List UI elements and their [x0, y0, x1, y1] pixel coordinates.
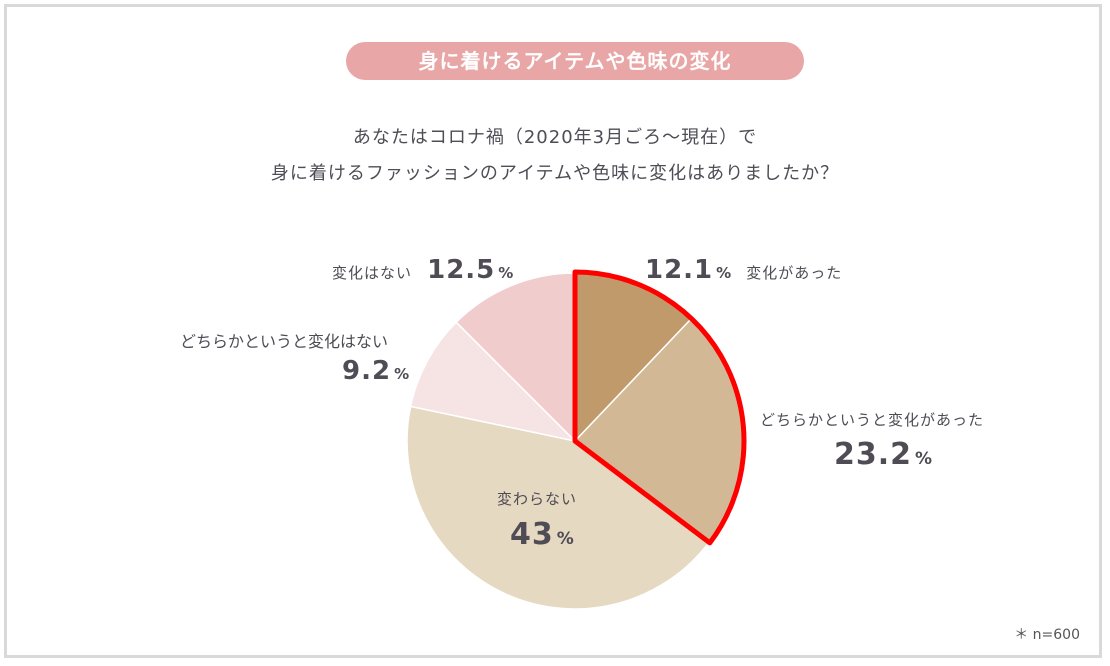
label-rather-no-change-value: 9.2 [342, 356, 392, 386]
pie-slice-4 [409, 321, 578, 443]
label-changed-value: 12.1 [645, 255, 714, 285]
label-rather-changed-value: 23.2 [834, 437, 913, 472]
label-no-change-pct: % [498, 264, 514, 282]
label-rather-no-change: 9.2% [342, 356, 409, 386]
label-changed-category: 変化があった [746, 264, 843, 282]
label-changed: 12.1% 変化があった [645, 255, 842, 285]
label-unchanged: 43% [510, 517, 574, 552]
label-rather-changed-category: どちらかというと変化があった [760, 411, 985, 429]
label-no-change-category: 変化はない [332, 264, 413, 282]
highlight-outline [572, 269, 747, 546]
label-no-change-value: 12.5 [427, 255, 496, 285]
label-rather-changed-pct: % [915, 449, 933, 469]
label-changed-pct: % [716, 264, 732, 282]
chart-title: 身に着けるアイテムや色味の変化 [346, 42, 804, 80]
label-unchanged-pct: % [556, 529, 574, 549]
question-line-2: 身に着けるファッションのアイテムや色味に変化はありましたか？ [270, 163, 840, 184]
pie-slice-3 [406, 405, 711, 610]
sample-size-note: ＊ n=600 [1014, 627, 1080, 643]
label-no-change: 変化はない 12.5% [332, 255, 513, 285]
label-rather-changed: 23.2% [834, 437, 932, 472]
question-line-1: あなたはコロナ禍（2020年3月ごろ〜現在）で [352, 127, 758, 148]
label-rather-no-change-category: どちらかというと変化はない [180, 332, 389, 351]
label-rather-no-change-pct: % [394, 365, 410, 383]
label-unchanged-value: 43 [510, 517, 554, 552]
label-unchanged-category: 変わらない [497, 490, 578, 508]
pie-slice-5 [455, 272, 576, 443]
